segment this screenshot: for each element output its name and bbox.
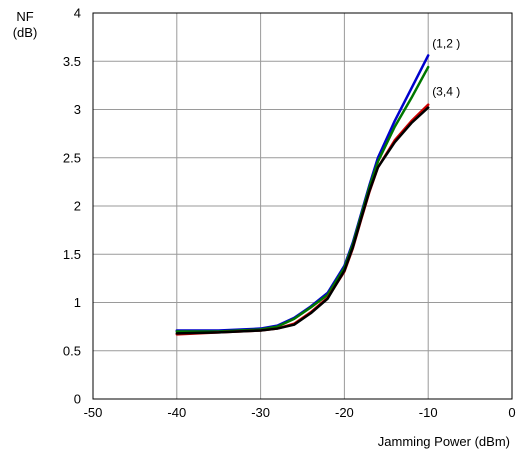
- data-series: [175, 54, 430, 336]
- axis-tick-labels: -50 -40 -30 -20 -10 0 0 0.5 1 1.5 2 2.5 3 3.5 4: [63, 6, 516, 421]
- plot-area-frame: [92, 12, 513, 400]
- y-tick-label: 0: [74, 392, 81, 407]
- x-tick-label: -20: [335, 405, 354, 420]
- y-tick-label: 3.5: [63, 54, 81, 69]
- y-tick-label: 3: [74, 102, 81, 117]
- grid-lines: [93, 13, 512, 399]
- y-tick-label: 1.5: [63, 247, 81, 262]
- series-annotations: (1,2 ) (3,4 ): [432, 36, 460, 98]
- x-tick-label: -30: [251, 405, 270, 420]
- x-axis-title: Jamming Power (dBm): [378, 434, 510, 449]
- x-tick-label: -40: [167, 405, 186, 420]
- y-axis-title-line1: NF: [16, 9, 33, 24]
- series-annotation-label: (1,2 ): [432, 36, 460, 50]
- y-tick-label: 4: [74, 6, 81, 21]
- y-axis-title-line2: (dB): [13, 25, 38, 40]
- x-tick-label: -50: [84, 405, 103, 420]
- y-tick-label: 2.5: [63, 150, 81, 165]
- y-tick-label: 0.5: [63, 343, 81, 358]
- y-tick-label: 2: [74, 199, 81, 214]
- series-annotation-label: (3,4 ): [432, 85, 460, 99]
- x-tick-label: -10: [419, 405, 438, 420]
- y-tick-label: 1: [74, 295, 81, 310]
- series-line: [175, 106, 430, 335]
- x-tick-label: 0: [508, 405, 515, 420]
